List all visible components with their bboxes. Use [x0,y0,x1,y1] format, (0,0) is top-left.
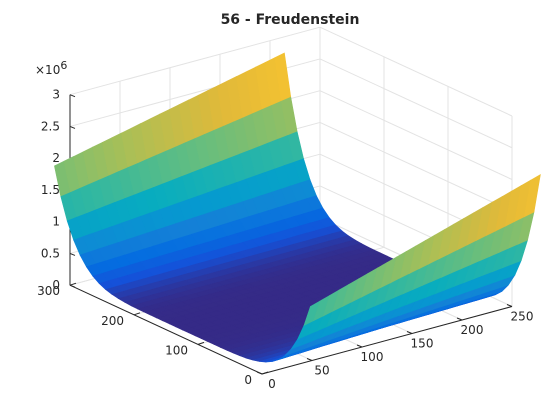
x-tick-label: 250 [511,310,534,324]
z-tick-mark [69,94,76,98]
z-tick-mark [69,284,76,288]
y-tick-label: 0 [244,373,252,387]
x-tick-mark [456,317,463,321]
z-tick-label: 0.5 [41,246,60,260]
x-tick-mark [306,358,313,361]
y-tick-label: 100 [165,343,188,357]
y-tick-label: 200 [101,314,124,328]
z-tick-mark [69,252,76,256]
x-tick-mark [256,371,263,375]
x-tick-mark [506,304,513,307]
x-tick-label: 50 [314,364,329,378]
z-tick-label: 1 [52,215,60,229]
grid-line [319,121,513,212]
x-tick-label: 100 [361,350,384,364]
x-tick-label: 200 [461,323,484,337]
y-axis-line [69,284,263,375]
surface-patch [524,174,541,218]
z-tick-label: 1.5 [41,183,60,197]
z-tick-label: 2 [52,151,60,165]
x-tick-label: 0 [268,377,276,391]
z-tick-label: 0 [52,278,60,292]
y-tick-label: 300 [37,284,60,298]
y-tick-mark [197,341,205,345]
y-tick-mark [133,312,141,316]
z-tick-label: 3 [52,88,60,102]
chart-title: 56 - Freudenstein [221,12,360,28]
y-tick-mark [69,282,77,286]
x-tick-label: 150 [411,337,434,351]
surface-mesh [54,52,541,363]
z-tick-mark [69,125,76,129]
y-tick-mark [261,371,269,375]
grid-line [319,58,513,149]
z-tick-label: 2.5 [41,119,60,133]
z-multiplier-exponent: 6 [60,59,67,72]
grid-line [69,26,321,96]
grid-line [319,26,513,117]
x-tick-mark [406,331,413,334]
x-axis-line [261,306,513,375]
x-tick-mark [356,344,363,348]
z-multiplier: ×106 [35,59,67,77]
z-multiplier-base: ×10 [35,63,60,77]
grid-line [319,90,513,180]
